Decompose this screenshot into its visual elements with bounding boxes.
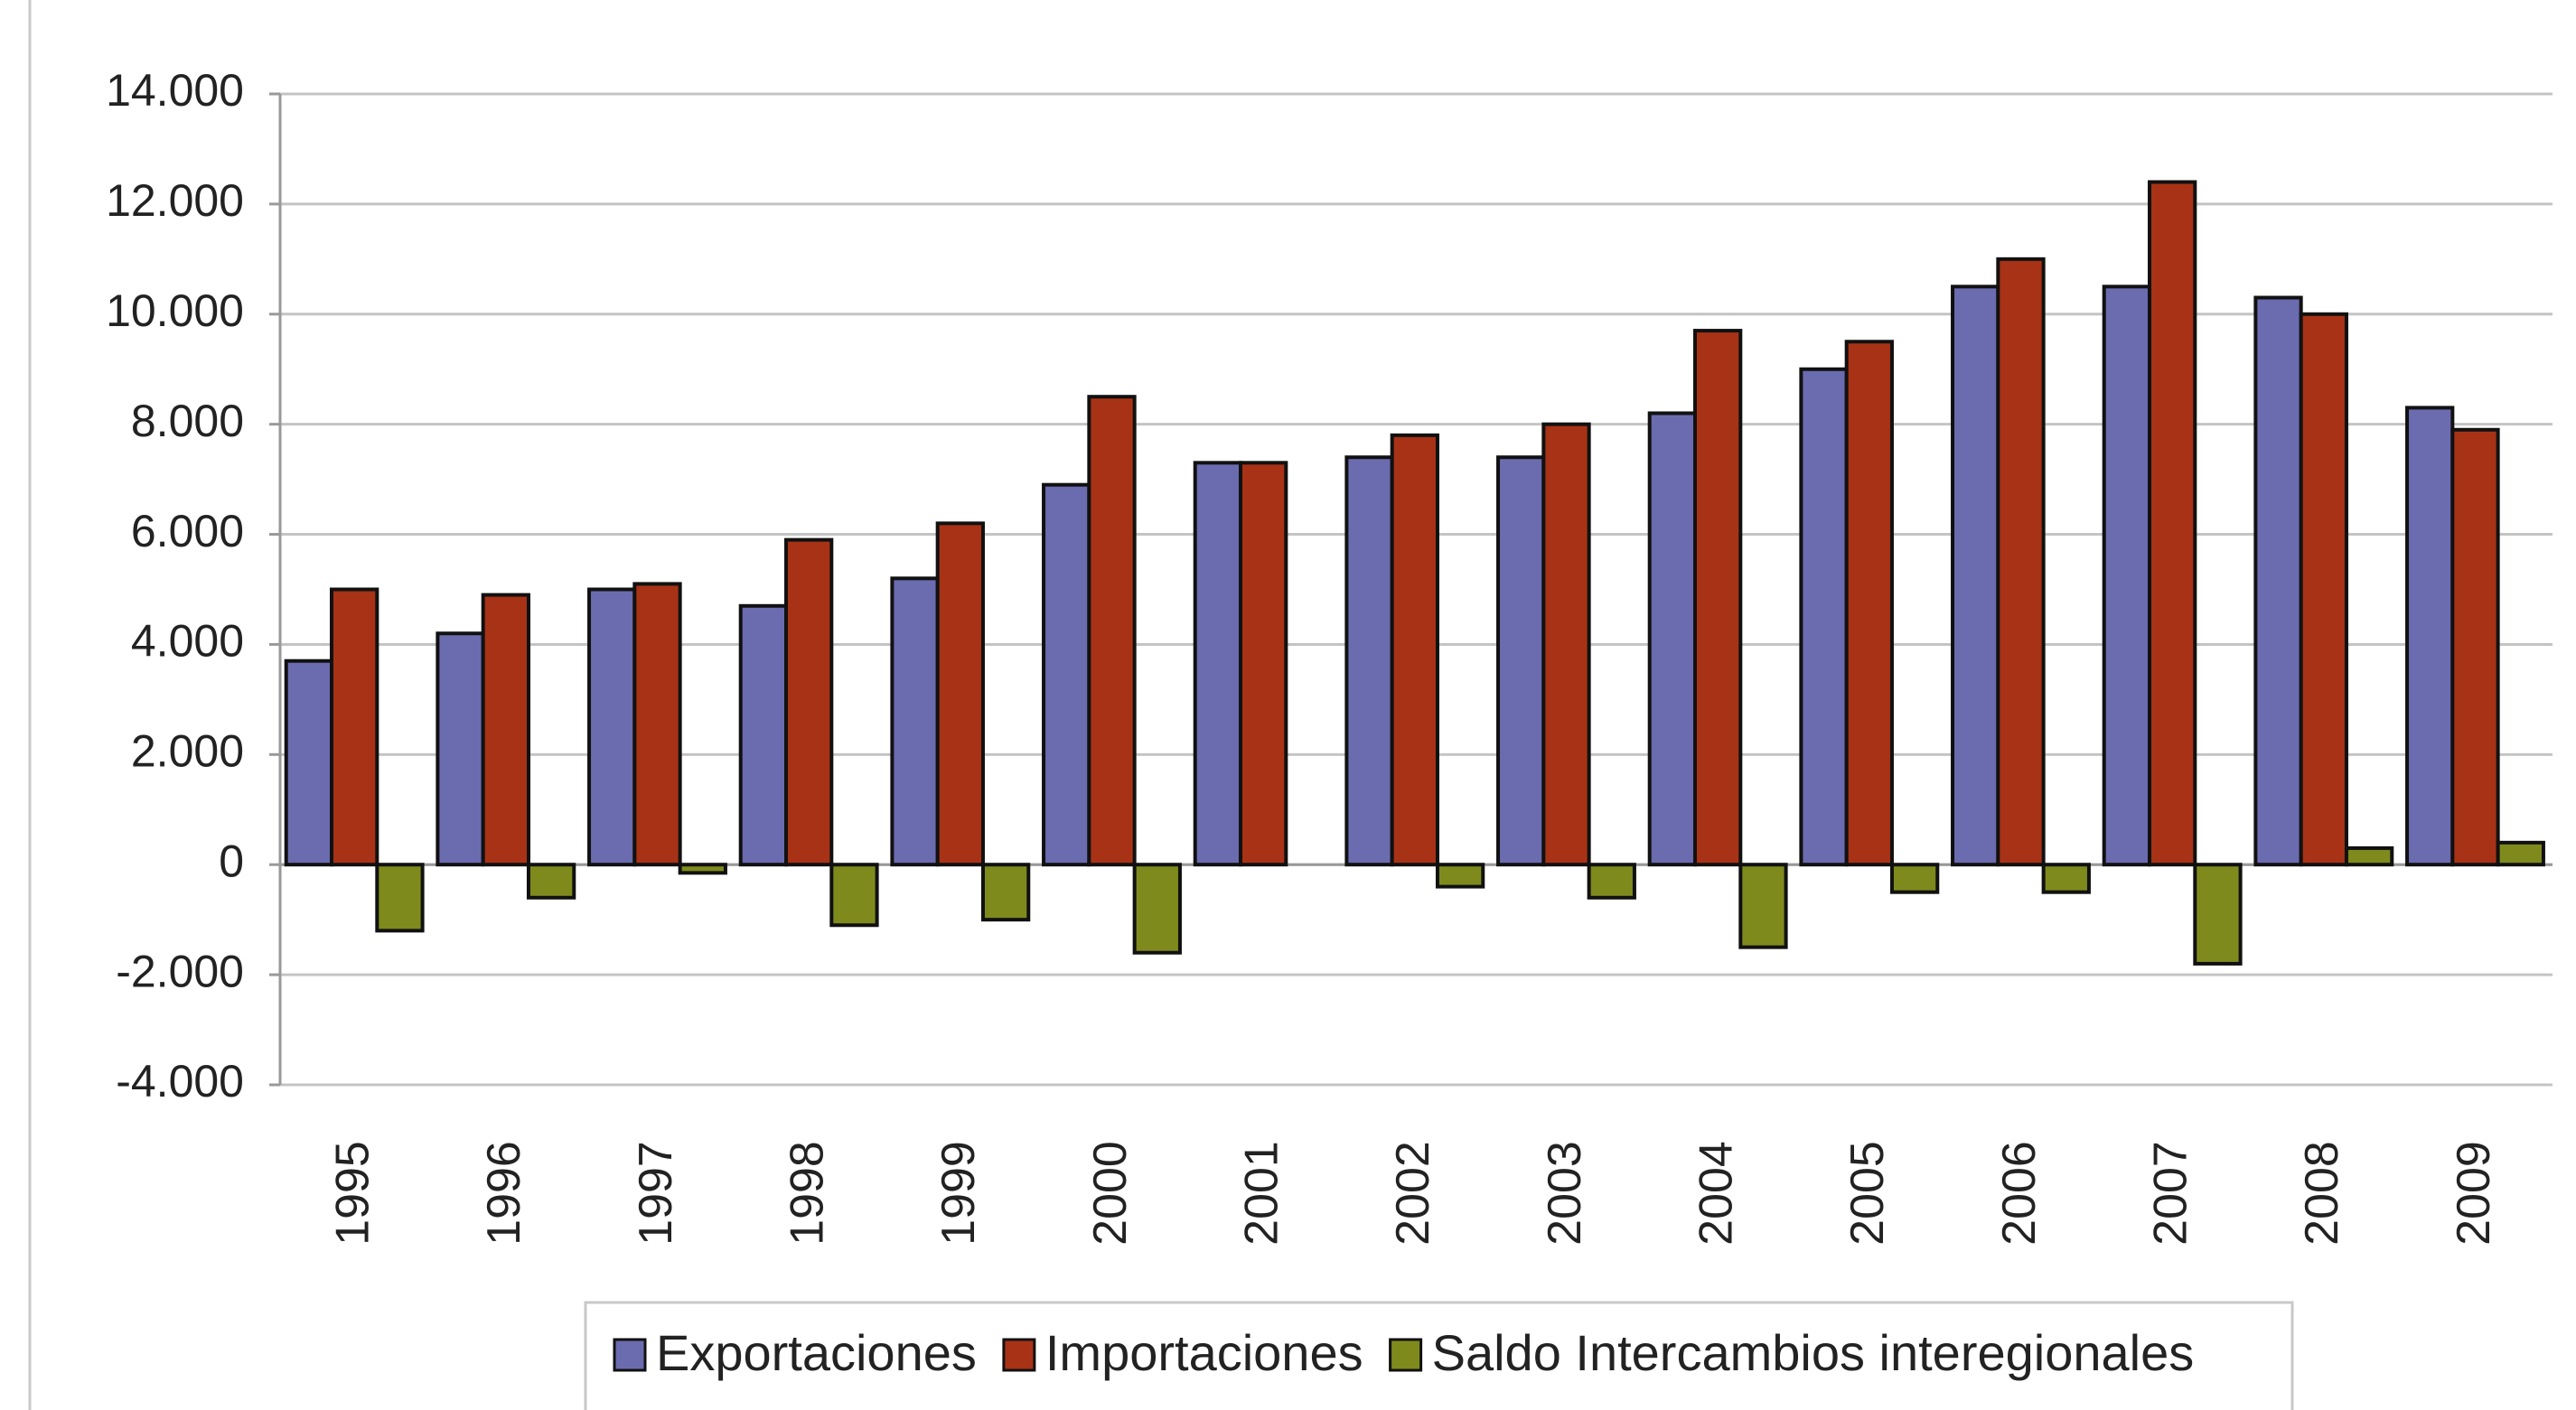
x-tick-label: 2006: [1993, 1141, 2046, 1246]
x-tick-label: 1997: [630, 1141, 682, 1246]
legend-swatch: [1002, 1338, 1036, 1372]
bar: [481, 593, 530, 867]
x-tick-label: 2007: [2145, 1141, 2197, 1246]
x-tick-label: 2008: [2296, 1141, 2348, 1246]
legend-label: Saldo Intercambios interegionales: [1432, 1324, 2195, 1381]
bar: [1587, 863, 1636, 900]
y-tick-label: 0: [219, 836, 244, 886]
legend-label: Exportaciones: [656, 1324, 977, 1381]
y-tick-label: 10.000: [106, 285, 244, 336]
bar: [1132, 863, 1182, 955]
bar: [1344, 455, 1394, 867]
y-tick-label: 2.000: [131, 726, 244, 777]
bar: [1042, 482, 1091, 867]
bar: [1193, 461, 1243, 867]
x-tick-label: 2001: [1236, 1141, 1288, 1246]
bar: [2193, 863, 2243, 966]
bar: [330, 587, 379, 867]
y-tick-label: 4.000: [131, 616, 244, 667]
y-tick-label: 8.000: [131, 396, 244, 446]
bar: [2496, 840, 2545, 867]
bar: [1496, 455, 1546, 867]
bar: [1951, 285, 2000, 867]
bar: [436, 631, 485, 867]
x-tick-label: 1998: [782, 1141, 834, 1246]
bar: [1239, 461, 1288, 867]
bar: [2102, 285, 2152, 867]
bar: [375, 863, 425, 933]
bar: [1799, 367, 1849, 867]
legend: Exportaciones Importaciones Saldo Intercam…: [584, 1301, 2294, 1410]
x-tick-label: 2009: [2448, 1141, 2500, 1246]
bar: [1087, 395, 1137, 867]
bar: [678, 863, 727, 875]
legend-box: [584, 1301, 2294, 1410]
y-tick-label: 12.000: [106, 175, 244, 226]
bar: [1435, 863, 1485, 889]
bar: [784, 537, 834, 867]
y-tick-label: 14.000: [106, 65, 244, 116]
x-tick-label: 2005: [1841, 1141, 1894, 1246]
bar: [1738, 863, 1788, 949]
x-tick-label: 2003: [1539, 1141, 1591, 1246]
bar: [587, 587, 637, 867]
x-tick-label: 1995: [327, 1141, 379, 1246]
bar: [1647, 411, 1698, 867]
bar: [890, 576, 940, 867]
bar: [1844, 340, 1894, 867]
bar: [526, 863, 576, 900]
bar: [2041, 863, 2091, 894]
y-tick-label: -4.000: [116, 1056, 244, 1107]
bar: [2148, 180, 2197, 867]
x-tick-label: 2000: [1084, 1141, 1137, 1246]
bar: [1693, 329, 1743, 867]
bar: [1889, 863, 1940, 894]
legend-label: Importaciones: [1045, 1324, 1363, 1381]
legend-swatch: [1389, 1338, 1423, 1372]
legend-swatch: [613, 1338, 647, 1372]
bar: [284, 658, 334, 867]
y-tick-label: -2.000: [116, 946, 244, 996]
x-tick-label: 1996: [478, 1141, 530, 1246]
bar: [1390, 433, 1439, 867]
bar: [1541, 422, 1591, 867]
y-tick-label: 6.000: [131, 506, 244, 556]
bar: [2450, 427, 2500, 867]
bar: [1996, 257, 2046, 867]
bar: [2299, 312, 2348, 867]
bar: [738, 603, 789, 867]
bar: [980, 863, 1031, 922]
bar: [829, 863, 879, 928]
bar: [935, 521, 985, 867]
bar: [632, 582, 682, 867]
x-tick-label: 1999: [932, 1141, 985, 1246]
bar: [2344, 845, 2394, 867]
x-tick-label: 2004: [1691, 1141, 1743, 1246]
bar: [2253, 295, 2303, 867]
x-tick-label: 2002: [1387, 1141, 1439, 1246]
bar: [2405, 406, 2455, 867]
